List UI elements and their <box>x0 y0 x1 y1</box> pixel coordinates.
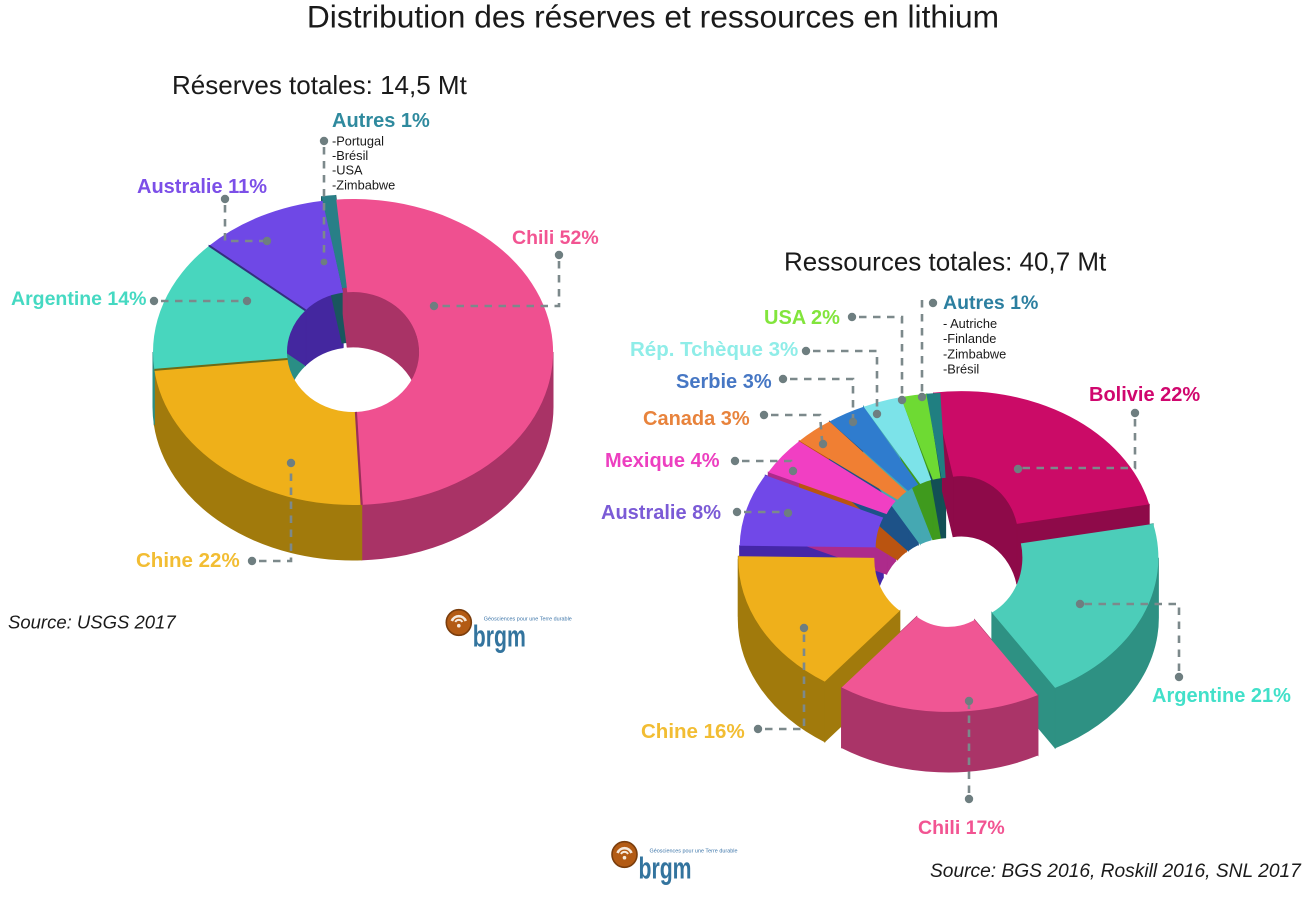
svg-text:-Finlande: -Finlande <box>943 331 996 346</box>
svg-text:Argentine 21%: Argentine 21% <box>1152 685 1291 707</box>
svg-text:Australie 8%: Australie 8% <box>601 502 721 524</box>
svg-text:Australie 11%: Australie 11% <box>137 176 267 198</box>
svg-text:Distribution des réserves et r: Distribution des réserves et ressources … <box>307 0 999 35</box>
svg-text:Bolivie 22%: Bolivie 22% <box>1089 384 1200 406</box>
svg-text:-USA: -USA <box>332 163 363 178</box>
svg-text:Chili 17%: Chili 17% <box>918 817 1005 839</box>
svg-text:Autres 1%: Autres 1% <box>332 110 430 132</box>
svg-text:Géosciences pour une Terre dur: Géosciences pour une Terre durable <box>484 617 572 623</box>
svg-text:USA 2%: USA 2% <box>764 307 840 329</box>
svg-text:-Zimbabwe: -Zimbabwe <box>332 177 395 192</box>
svg-text:Réserves totales: 14,5 Mt: Réserves totales: 14,5 Mt <box>172 70 468 100</box>
svg-text:Rép. Tchèque 3%: Rép. Tchèque 3% <box>630 338 798 361</box>
svg-text:brgm: brgm <box>473 619 526 654</box>
svg-text:-Brésil: -Brésil <box>332 148 368 163</box>
svg-text:Source: USGS 2017: Source: USGS 2017 <box>8 612 176 633</box>
svg-text:Chili 52%: Chili 52% <box>512 227 599 249</box>
svg-text:Serbie 3%: Serbie 3% <box>676 371 772 393</box>
svg-text:Source: BGS 2016, Roskill 2016: Source: BGS 2016, Roskill 2016, SNL 2017 <box>930 861 1302 882</box>
svg-text:Chine 16%: Chine 16% <box>641 720 745 743</box>
svg-text:-Portugal: -Portugal <box>332 134 384 149</box>
svg-text:Mexique 4%: Mexique 4% <box>605 450 720 472</box>
svg-text:Ressources totales: 40,7 Mt: Ressources totales: 40,7 Mt <box>784 247 1107 277</box>
svg-text:Autres 1%: Autres 1% <box>943 292 1038 314</box>
svg-text:Chine 22%: Chine 22% <box>136 549 240 572</box>
svg-text:-Zimbabwe: -Zimbabwe <box>943 346 1006 361</box>
svg-text:Géosciences pour une Terre dur: Géosciences pour une Terre durable <box>650 849 738 855</box>
svg-text:- Autriche: - Autriche <box>943 316 997 331</box>
svg-text:Argentine 14%: Argentine 14% <box>11 288 146 310</box>
svg-text:-Brésil: -Brésil <box>943 362 979 377</box>
svg-text:brgm: brgm <box>639 851 692 886</box>
svg-text:Canada 3%: Canada 3% <box>643 408 750 430</box>
